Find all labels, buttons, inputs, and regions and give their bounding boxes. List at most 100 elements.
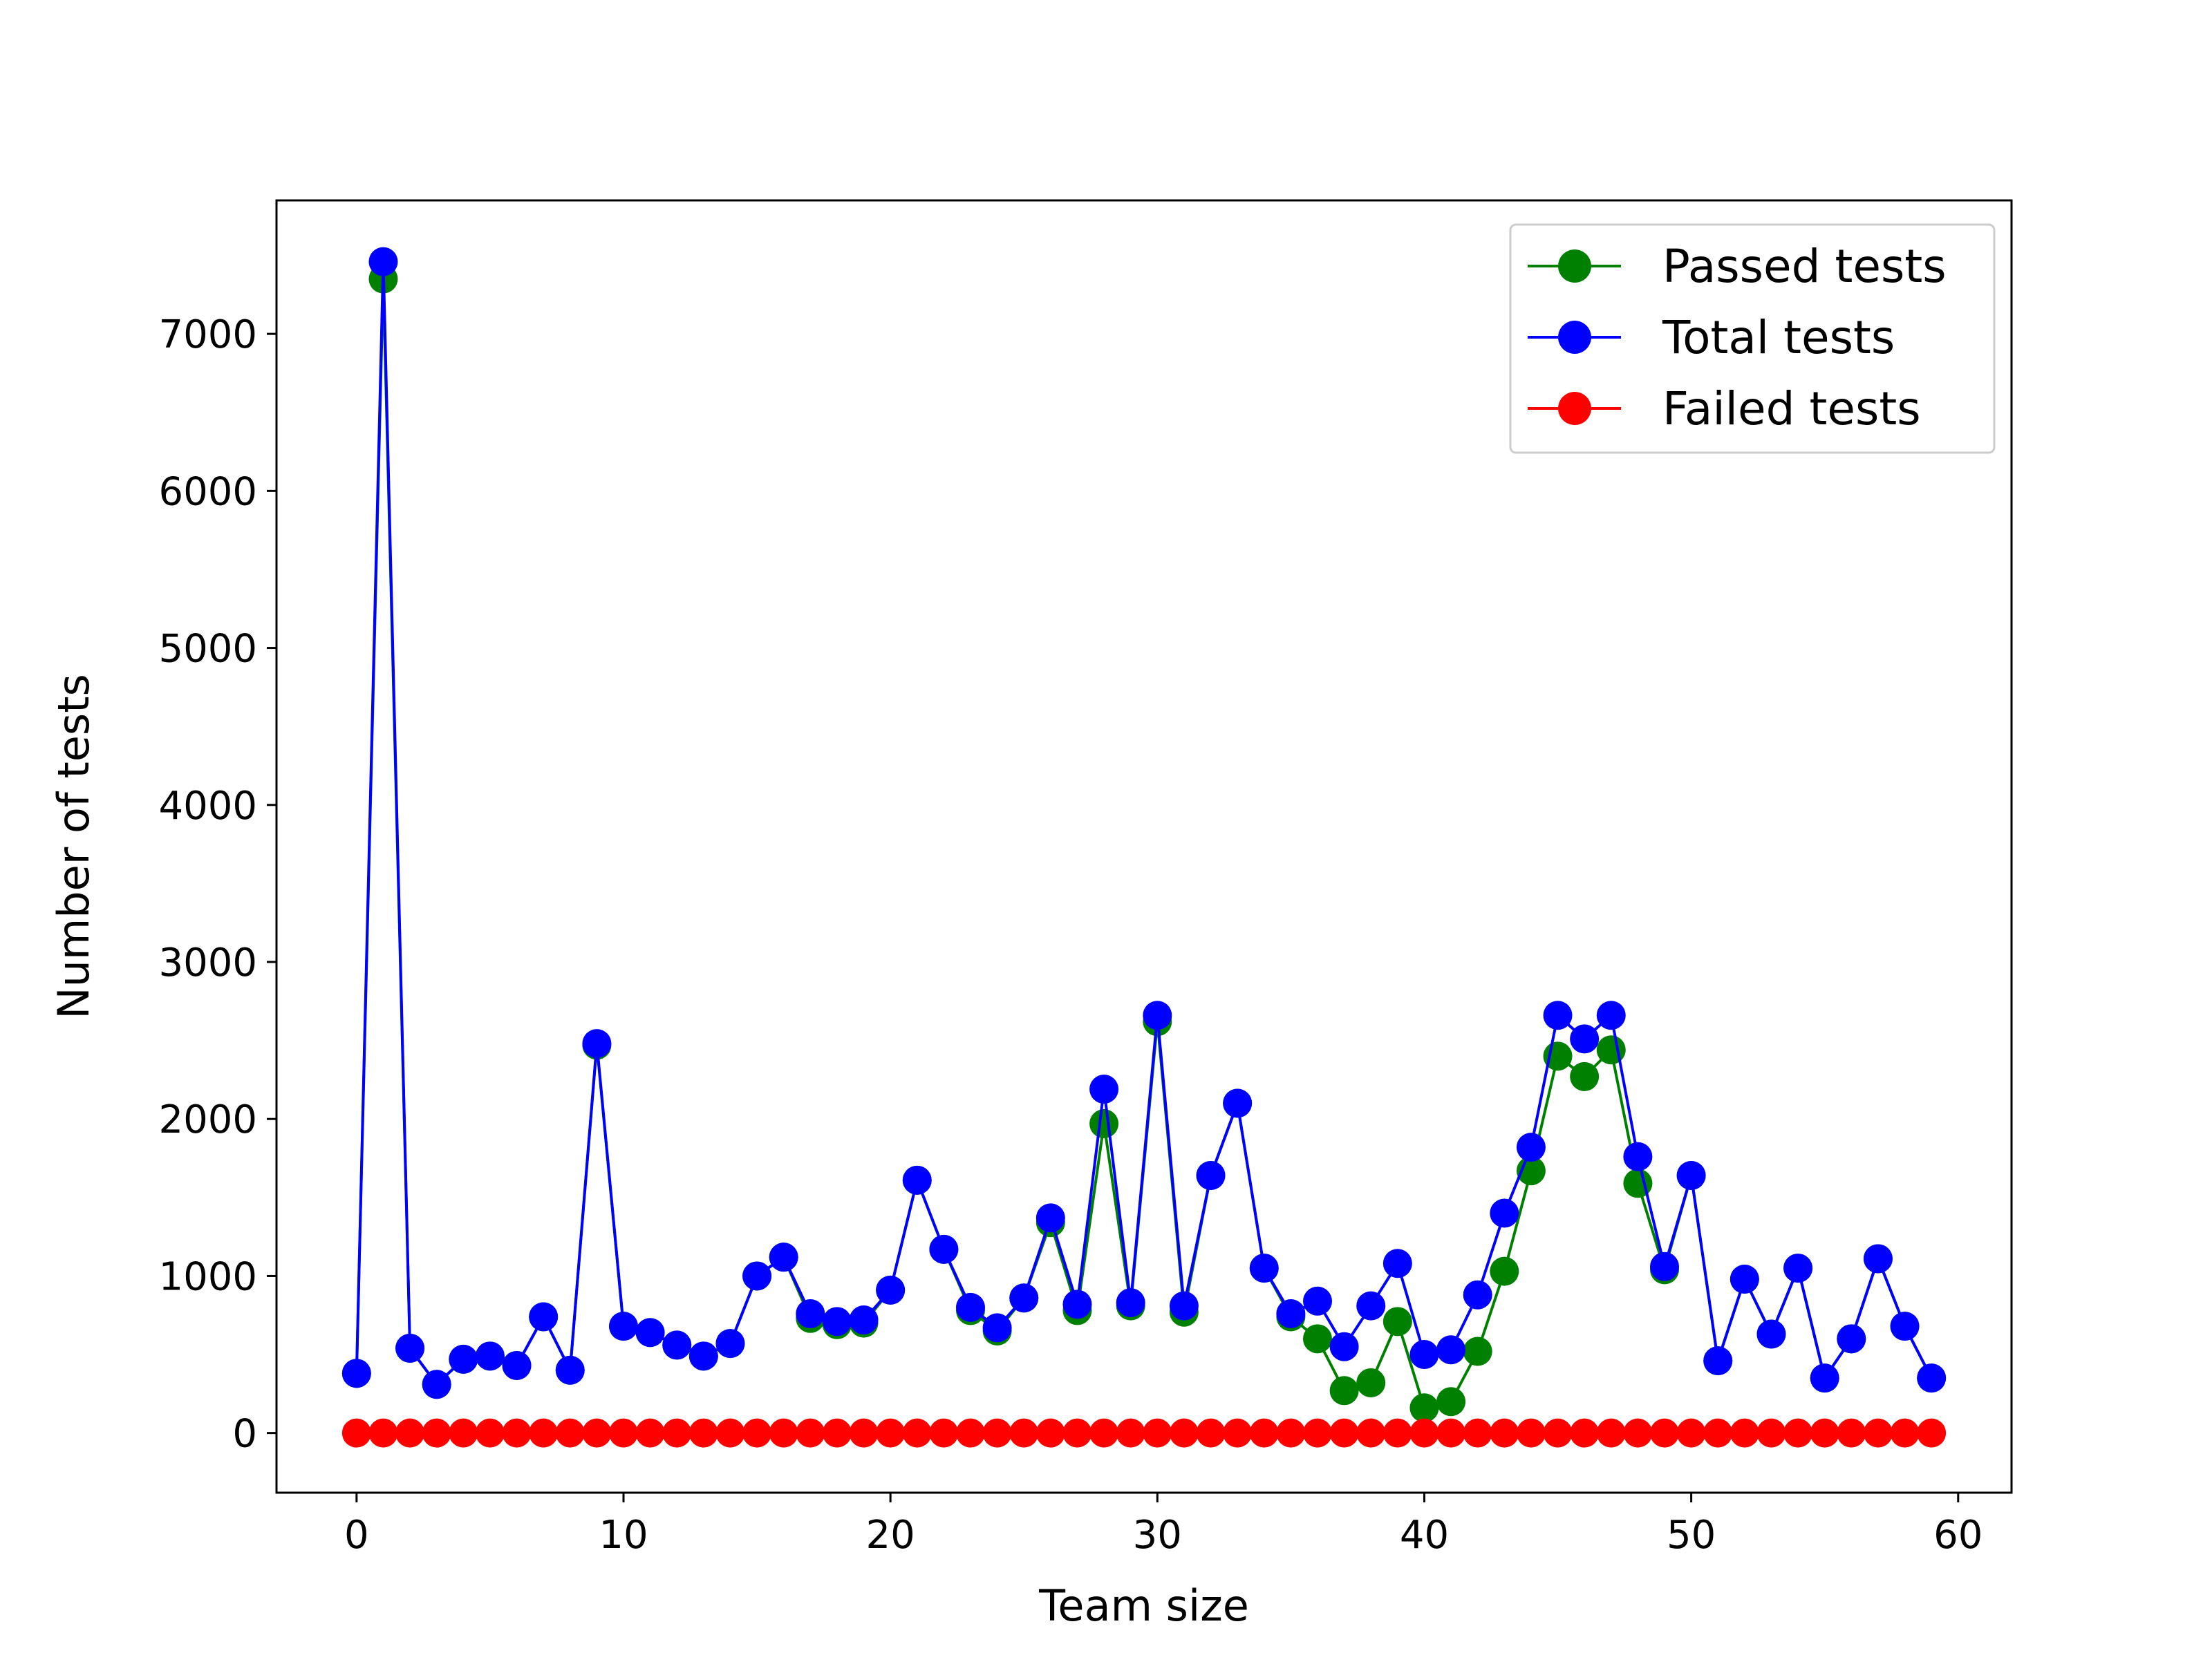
data-point-total-tests — [1890, 1312, 1920, 1341]
legend-box — [1509, 223, 1996, 454]
data-point-failed-tests — [1169, 1418, 1199, 1448]
data-point-total-tests — [555, 1355, 585, 1385]
data-point-failed-tests — [1596, 1418, 1626, 1448]
data-point-total-tests — [502, 1350, 532, 1380]
data-point-failed-tests — [1756, 1418, 1786, 1448]
data-point-failed-tests — [1543, 1418, 1573, 1448]
data-point-failed-tests — [1062, 1418, 1092, 1448]
data-point-failed-tests — [1009, 1418, 1039, 1448]
data-point-total-tests — [1009, 1283, 1039, 1313]
data-point-total-tests — [662, 1330, 692, 1360]
data-point-passed-tests — [1570, 1061, 1600, 1091]
data-point-total-tests — [635, 1318, 665, 1348]
data-point-failed-tests — [502, 1418, 532, 1448]
series-layer — [341, 247, 1947, 1448]
data-point-failed-tests — [1249, 1418, 1279, 1448]
data-point-total-tests — [1356, 1291, 1386, 1321]
data-point-failed-tests — [1276, 1418, 1306, 1448]
data-point-failed-tests — [1382, 1418, 1412, 1448]
data-point-total-tests — [822, 1307, 852, 1337]
data-point-failed-tests — [1783, 1418, 1813, 1448]
data-point-failed-tests — [1089, 1418, 1119, 1448]
data-point-failed-tests — [1490, 1418, 1519, 1448]
data-point-total-tests — [1223, 1088, 1253, 1118]
data-point-total-tests — [1623, 1142, 1653, 1171]
data-point-failed-tests — [1329, 1418, 1359, 1448]
data-point-total-tests — [341, 1359, 371, 1388]
data-point-failed-tests — [1303, 1418, 1332, 1448]
data-point-total-tests — [1863, 1244, 1893, 1274]
data-point-failed-tests — [529, 1418, 559, 1448]
x-tick-label: 10 — [599, 1513, 648, 1558]
data-point-passed-tests — [1382, 1307, 1412, 1337]
series-line-total-tests — [355, 260, 1933, 1386]
data-point-passed-tests — [1436, 1387, 1466, 1417]
series-total-tests — [341, 247, 1947, 1399]
y-tick-label: 2000 — [158, 1097, 257, 1142]
data-point-total-tests — [1837, 1324, 1866, 1354]
data-point-total-tests — [796, 1299, 825, 1328]
data-point-total-tests — [1650, 1252, 1679, 1281]
data-point-total-tests — [475, 1341, 505, 1371]
x-tick-label: 0 — [344, 1513, 369, 1558]
data-point-total-tests — [982, 1313, 1012, 1343]
data-point-passed-tests — [1089, 1109, 1119, 1139]
x-axis-label: Team size — [1038, 1580, 1249, 1631]
data-point-total-tests — [395, 1333, 425, 1363]
data-point-failed-tests — [1516, 1418, 1546, 1448]
data-point-failed-tests — [1863, 1418, 1893, 1448]
data-point-failed-tests — [635, 1418, 665, 1448]
data-point-total-tests — [1276, 1299, 1306, 1328]
data-point-passed-tests — [1463, 1337, 1492, 1366]
data-point-total-tests — [422, 1370, 451, 1399]
data-point-failed-tests — [475, 1418, 505, 1448]
data-point-total-tests — [1169, 1291, 1199, 1321]
data-point-failed-tests — [582, 1418, 612, 1448]
data-point-total-tests — [956, 1292, 985, 1322]
data-point-total-tests — [1676, 1161, 1706, 1191]
x-axis: 0 10 20 30 40 50 60 — [344, 1493, 1983, 1558]
data-point-failed-tests — [1196, 1418, 1226, 1448]
data-point-failed-tests — [1917, 1418, 1947, 1448]
data-point-failed-tests — [555, 1418, 585, 1448]
data-point-total-tests — [1917, 1363, 1947, 1393]
data-point-total-tests — [1490, 1198, 1519, 1228]
data-point-failed-tests — [1650, 1418, 1679, 1448]
x-tick-label: 40 — [1400, 1513, 1449, 1558]
data-point-failed-tests — [876, 1418, 906, 1448]
data-point-failed-tests — [1623, 1418, 1653, 1448]
data-point-failed-tests — [1436, 1418, 1466, 1448]
data-point-total-tests — [368, 247, 398, 276]
x-tick-label: 60 — [1933, 1513, 1983, 1558]
data-point-failed-tests — [662, 1418, 692, 1448]
legend-entry-passed: Passed tests — [1528, 240, 1947, 293]
data-point-total-tests — [876, 1275, 906, 1305]
data-point-total-tests — [742, 1261, 772, 1291]
legend: Passed tests Total tests Failed tests — [1509, 223, 1996, 454]
data-point-total-tests — [1196, 1161, 1226, 1191]
data-point-total-tests — [929, 1234, 959, 1264]
data-point-total-tests — [1756, 1319, 1786, 1349]
data-point-failed-tests — [822, 1418, 852, 1448]
plot-frame — [275, 199, 2013, 1494]
data-point-failed-tests — [1570, 1418, 1600, 1448]
data-point-failed-tests — [341, 1418, 371, 1448]
data-point-failed-tests — [956, 1418, 985, 1448]
data-point-total-tests — [769, 1243, 798, 1272]
data-point-total-tests — [1463, 1280, 1492, 1310]
data-point-failed-tests — [1703, 1418, 1733, 1448]
legend-marker-passed — [1558, 249, 1591, 283]
data-point-total-tests — [1783, 1254, 1813, 1283]
y-tick-label: 1000 — [158, 1254, 257, 1299]
legend-entry-failed: Failed tests — [1528, 382, 1921, 435]
data-point-failed-tests — [1409, 1418, 1439, 1448]
y-tick-label: 5000 — [158, 627, 257, 672]
data-point-failed-tests — [688, 1418, 718, 1448]
x-tick-label: 30 — [1133, 1513, 1182, 1558]
data-point-total-tests — [1303, 1286, 1332, 1316]
data-point-failed-tests — [1837, 1418, 1866, 1448]
data-point-total-tests — [1062, 1290, 1092, 1319]
data-point-total-tests — [849, 1305, 879, 1335]
data-point-passed-tests — [1303, 1324, 1332, 1354]
